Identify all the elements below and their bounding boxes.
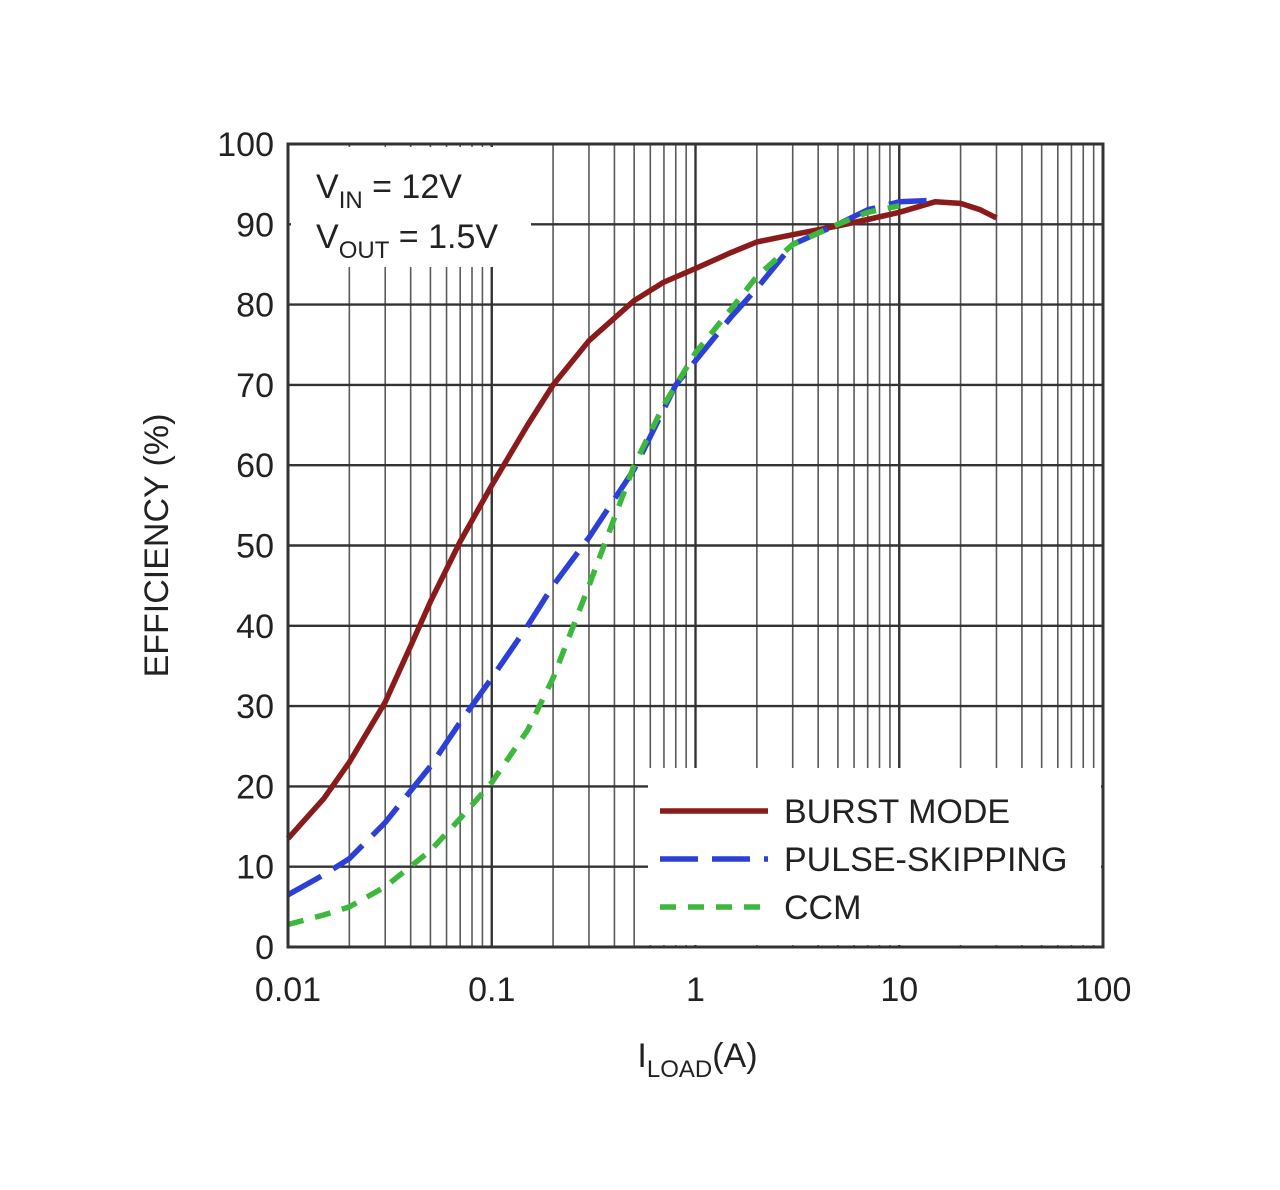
x-axis-label-main: I (637, 1037, 646, 1075)
y-tick-label: 30 (236, 688, 274, 726)
x-axis-label-sub: LOAD (647, 1056, 712, 1083)
legend-label: PULSE-SKIPPING (784, 841, 1067, 879)
y-tick-label: 0 (255, 929, 274, 967)
legend-label: BURST MODE (784, 793, 1010, 831)
plot-frame (286, 142, 1105, 949)
y-tick-label: 10 (236, 849, 274, 887)
x-tick-label: 0.01 (255, 971, 321, 1009)
y-tick-label: 80 (236, 287, 274, 325)
y-tick-label: 60 (236, 447, 274, 485)
annotation-vout-sub: OUT (339, 237, 390, 264)
y-tick-label: 40 (236, 608, 274, 646)
y-tick-label: 70 (236, 367, 274, 405)
annotation-vin-main: V (316, 168, 339, 206)
x-tick-label: 100 (1075, 971, 1132, 1009)
y-tick-labels: 0 10 20 30 40 50 60 70 80 90 100 (217, 126, 274, 967)
x-tick-label: 1 (686, 971, 705, 1009)
y-tick-label: 90 (236, 206, 274, 244)
y-axis-label: EFFICIENCY (%) (138, 414, 176, 678)
x-tick-label: 10 (880, 971, 918, 1009)
y-tick-label: 100 (217, 126, 274, 164)
y-tick-label: 50 (236, 528, 274, 566)
x-axis-label: ILOAD(A) (637, 1037, 757, 1083)
x-axis-label-unit: (A) (712, 1037, 757, 1075)
annotation-vin-value: = 12V (363, 168, 463, 206)
legend: BURST MODE PULSE-SKIPPING CCM (648, 768, 1101, 945)
legend-label: CCM (784, 889, 861, 927)
series-line-ccm (287, 203, 900, 928)
annotation-vin: VIN = 12V (316, 168, 462, 214)
x-tick-label: 0.1 (468, 971, 515, 1009)
series-lines (285, 197, 998, 928)
conditions-annotation: VIN = 12V VOUT = 1.5V (291, 147, 531, 267)
annotation-vin-sub: IN (339, 187, 363, 214)
annotation-vout-value: = 1.5V (389, 218, 498, 256)
series-line-burst-mode (285, 199, 998, 841)
x-tick-labels: 0.01 0.1 1 10 100 (255, 971, 1131, 1009)
annotation-vout: VOUT = 1.5V (316, 218, 498, 264)
annotation-vout-main: V (316, 218, 339, 256)
y-tick-label: 20 (236, 768, 274, 806)
